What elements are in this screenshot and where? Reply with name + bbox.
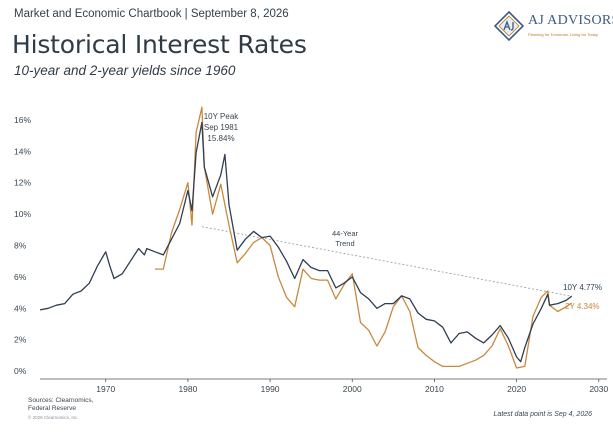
two-year-yield-line: [155, 106, 573, 369]
trend-label-line1: 44-Year: [332, 229, 358, 238]
page-title: Historical Interest Rates: [12, 30, 307, 59]
ten-year-yield-line: [39, 121, 573, 363]
x-tick-label: 2030: [589, 384, 608, 394]
trend-line: [201, 226, 572, 297]
x-tick-label: 2000: [343, 384, 362, 394]
x-tick-label: 1990: [261, 384, 280, 394]
y-tick-label: 0%: [14, 366, 27, 376]
trend-label-line2: Trend: [335, 239, 354, 248]
logo-mark-icon: [494, 11, 524, 41]
footer-latest-data-note: Latest data point is Sep 4, 2026: [493, 411, 592, 418]
x-axis-ticks: 1970 1980 1990 2000 2010 2020 2030: [96, 379, 609, 394]
page-subtitle: 10-year and 2-year yields since 1960: [14, 63, 236, 78]
y-tick-label: 2%: [14, 335, 27, 345]
y-tick-label: 14%: [14, 146, 31, 156]
y-tick-label: 10%: [14, 209, 31, 219]
footer-sources: Sources: Clearnomics, Federal Reserve: [28, 397, 93, 413]
two-year-end-label: 2Y 4.34%: [565, 302, 600, 311]
y-tick-label: 16%: [14, 115, 31, 125]
logo-name: AJ ADVISORS: [528, 13, 613, 28]
ten-year-end-label: 10Y 4.77%: [563, 283, 602, 292]
y-tick-label: 8%: [14, 241, 27, 251]
x-tick-label: 2020: [507, 384, 526, 394]
trend-layer: [201, 226, 572, 297]
sources-line-2: Federal Reserve: [28, 405, 77, 412]
sources-line-1: Sources: Clearnomics,: [28, 397, 94, 404]
peak-annotation-line1: 10Y Peak: [204, 112, 240, 121]
y-axis-ticks: 0% 2% 4% 6% 8% 10% 12% 14% 16%: [14, 115, 31, 376]
company-logo: AJ ADVISORS Planning for Tomorrow, Livin…: [494, 11, 613, 43]
peak-annotation-line2: Sep 1981: [204, 123, 239, 132]
series-layer: [39, 106, 573, 369]
x-tick-label: 1970: [96, 384, 115, 394]
y-tick-label: 12%: [14, 178, 31, 188]
y-tick-label: 6%: [14, 272, 27, 282]
x-tick-label: 2010: [425, 384, 444, 394]
x-tick-label: 1980: [178, 384, 197, 394]
y-tick-label: 4%: [14, 303, 27, 313]
logo-tagline: Planning for Tomorrow, Living for Today: [528, 32, 598, 37]
label-layer: 10Y Peak Sep 1981 15.84% 44-Year Trend 1…: [204, 112, 602, 311]
peak-annotation-line3: 15.84%: [207, 134, 234, 143]
header-kicker: Market and Economic Chartbook | Septembe…: [14, 8, 289, 20]
footer-copyright: © 2026 Clearnomics, Inc.: [28, 415, 79, 420]
